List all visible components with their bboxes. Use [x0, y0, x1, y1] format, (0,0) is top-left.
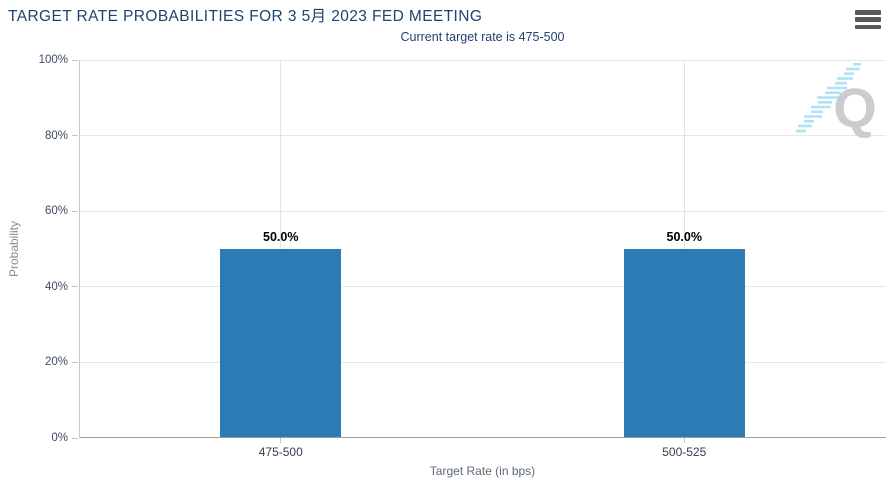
hamburger-menu-icon	[855, 24, 881, 29]
y-gridline	[79, 210, 886, 212]
probability-bar[interactable]	[623, 249, 745, 437]
watermark-trend-dashes	[796, 62, 861, 133]
bar-value-label: 50.0%	[263, 230, 299, 244]
hamburger-menu-icon	[855, 10, 881, 15]
x-axis-tick	[280, 438, 282, 443]
hamburger-menu-icon	[855, 17, 881, 22]
plot-area: Q	[79, 60, 886, 438]
chart-title: TARGET RATE PROBABILITIES FOR 3 5月 2023 …	[8, 8, 483, 25]
bar-value-label: 50.0%	[666, 230, 702, 244]
y-gridline	[79, 361, 886, 363]
y-axis-tick	[72, 286, 78, 288]
y-tick-label: 20%	[44, 356, 68, 369]
quikstrike-watermark-logo: Q	[796, 62, 877, 139]
y-gridline	[79, 59, 886, 61]
chart-subtitle: Current target rate is 475-500	[400, 30, 565, 44]
chart-menu-button[interactable]	[855, 10, 881, 29]
y-gridline	[79, 135, 886, 137]
y-axis-tick	[72, 59, 78, 61]
y-tick-label: 0%	[51, 432, 68, 444]
y-tick-label: 40%	[44, 280, 68, 293]
y-axis-tick	[72, 361, 78, 363]
watermark-q-letter: Q	[833, 76, 877, 139]
y-gridline	[79, 286, 886, 288]
y-axis-tick	[72, 210, 78, 212]
x-tick-label: 475-500	[258, 445, 303, 459]
y-tick-label: 60%	[44, 205, 68, 218]
probability-bar[interactable]	[220, 249, 342, 437]
x-axis-tick	[683, 438, 685, 443]
x-axis-title: Target Rate (in bps)	[429, 464, 536, 478]
y-tick-label: 100%	[38, 54, 68, 66]
y-tick-label: 80%	[44, 129, 68, 142]
y-axis-tick	[72, 437, 78, 439]
x-tick-label: 500-525	[662, 445, 707, 459]
y-axis-title: Probability	[7, 220, 21, 278]
y-axis-tick	[72, 135, 78, 137]
